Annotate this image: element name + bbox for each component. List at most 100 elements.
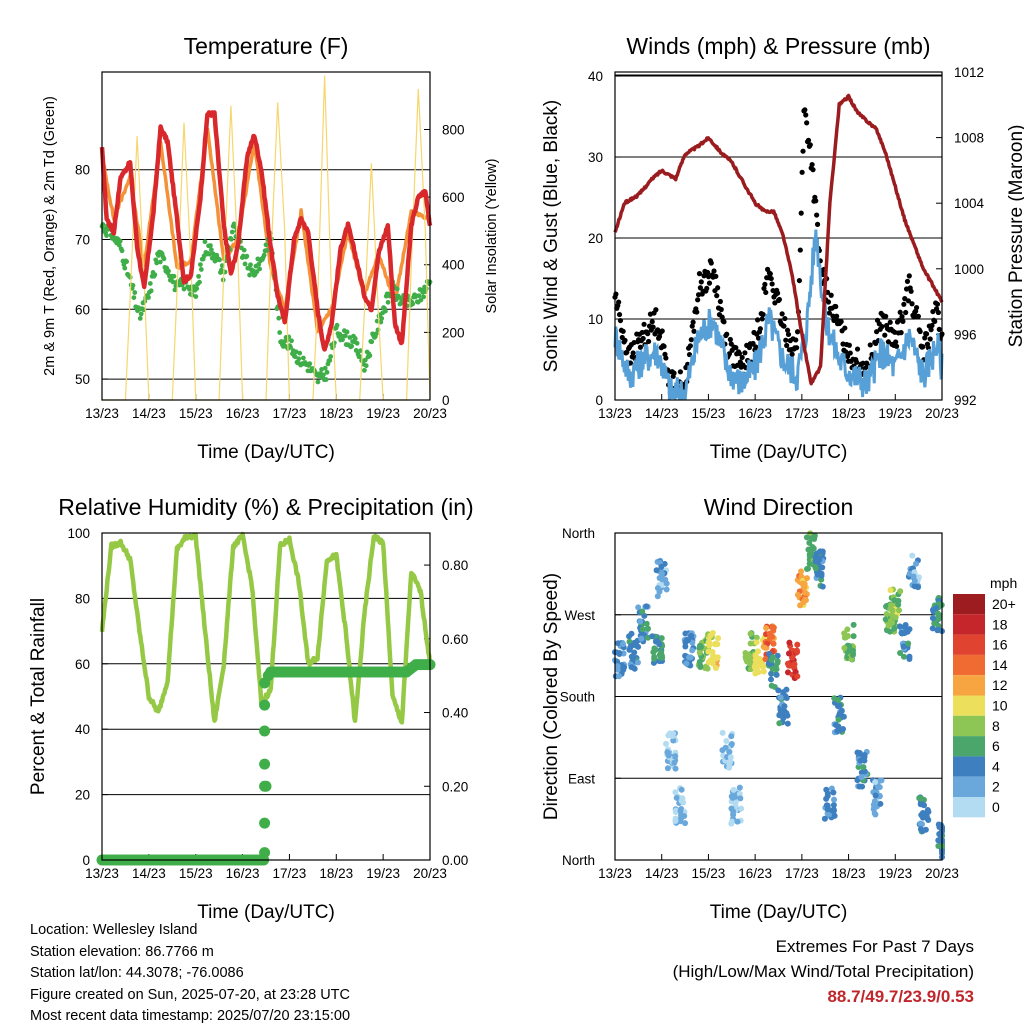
winds-panel: Winds (mph) & Pressure (mb) 0 10 20 30 40 992 9… [541,33,1024,463]
data-point [653,307,659,313]
direction-point [689,647,696,654]
data-point [307,361,313,367]
direction-point [658,563,665,570]
data-point [410,301,416,307]
x-tick-label: 15/23 [692,406,726,421]
direction-point [689,639,696,646]
data-point [928,327,934,333]
data-point [161,256,167,262]
data-point [124,259,129,264]
data-point [900,318,906,324]
data-point [727,336,733,343]
direction-point [887,587,894,594]
x-tick-label: 20/23 [925,866,959,881]
data-point [342,333,348,339]
data-point [247,272,253,278]
data-point [783,337,789,343]
direction-point [838,707,845,714]
data-point [264,247,270,253]
data-point [617,317,624,324]
direction-point [913,560,920,567]
colorbar-label: 2 [992,779,1000,795]
data-point [152,272,158,278]
direction-point [900,653,907,660]
chart-title: Relative Humidity (%) & Precipitation (i… [58,494,473,520]
direction-point [775,687,782,694]
data-point [208,247,214,253]
direction-point [896,607,903,614]
direction-point [766,630,773,637]
colorbar-swatch [953,654,985,676]
direction-point [831,812,838,819]
direction-point [877,800,884,807]
direction-point [730,786,737,793]
data-point [131,295,137,300]
x-tick-label: 18/23 [832,406,866,421]
data-point [757,326,763,332]
direction-point [728,733,735,740]
data-point [263,242,269,248]
direction-point [829,807,836,814]
data-point [917,328,923,335]
data-point [352,336,358,341]
direction-point [713,655,720,662]
direction-point [671,759,678,766]
direction-point [798,568,805,575]
data-point [834,313,840,319]
x-tick-label: 14/23 [132,866,166,881]
data-point [755,317,761,323]
recent-text: Most recent data timestamp: 2025/07/20 2… [30,1008,351,1024]
direction-point [794,641,801,648]
elevation-text: Station elevation: 86.7766 m [30,943,214,960]
direction-point [886,628,893,635]
direction-point [840,725,847,732]
data-point [197,279,202,285]
direction-point [723,737,730,744]
data-point [800,148,806,154]
direction-point [713,664,720,671]
data-point [826,310,832,316]
direction-point [753,639,760,646]
data-point [296,356,302,362]
direction-point [860,764,867,771]
data-point [194,286,200,291]
direction-point [850,621,857,628]
x-tick-label: 16/23 [738,866,772,881]
direction-point [933,604,940,611]
data-point [242,261,248,267]
direction-point [683,660,690,667]
y2-tick-label: 996 [954,327,977,342]
data-point [803,112,809,118]
direction-point [892,614,899,621]
direction-point [870,806,877,813]
data-point [793,337,799,343]
direction-point [786,639,793,646]
direction-point [747,630,754,637]
direction-point [615,640,622,647]
direction-point [634,659,641,666]
data-point [244,253,250,259]
y-tick-label: 0 [595,393,603,408]
y-tick-label: East [568,771,595,786]
direction-point [658,635,665,642]
data-point [637,344,644,350]
direction-point [682,630,689,637]
data-point [897,309,903,315]
data-point [901,301,907,307]
direction-point [643,603,650,610]
y-tick-label: North [562,853,595,868]
data-point [687,343,693,349]
data-point [784,327,791,333]
colorbar-swatch [953,715,985,737]
direction-point [752,657,759,664]
data-point [154,260,160,266]
data-point [661,343,667,349]
direction-point [896,623,903,630]
data-point [769,281,775,287]
data-point [241,247,247,253]
x-tick-label: 18/23 [319,406,353,421]
direction-point [673,794,680,801]
y-tick-label: 30 [588,150,603,165]
data-point [116,242,122,248]
data-point [698,279,704,285]
